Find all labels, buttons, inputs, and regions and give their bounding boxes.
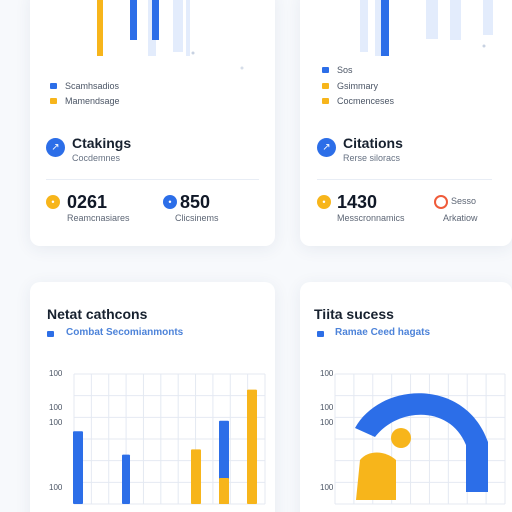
bar-chart: 100 100 100 100: [49, 369, 266, 505]
circle-metric-icon: •: [163, 195, 177, 209]
top-left-mini-chart: [97, 0, 244, 70]
legend-label: Mamendsage: [65, 96, 120, 106]
stats-card-left: Scamhsadios Mamendsage ↗ Ctakings Cocdem…: [30, 0, 275, 246]
card-divider: [46, 179, 259, 180]
legend-label: Gsimmary: [337, 81, 378, 91]
legend-label: Cocmenceses: [337, 96, 395, 106]
mini-bar: [426, 0, 438, 39]
top-right-mini-chart: [360, 0, 493, 56]
bar-mark: [122, 454, 130, 504]
y-axis-tick-label: 100: [320, 418, 334, 427]
donut-chart: 100 100 100 100: [320, 369, 506, 505]
legend-label: Sos: [337, 65, 353, 75]
chart-title: Netat cathcons: [47, 306, 148, 322]
legend-swatch-blue: [50, 83, 57, 89]
metric-label: Reamcnasiares: [67, 213, 130, 223]
metric-status: Sesso: [451, 196, 477, 206]
stats-card-right: Sos Gsimmary Cocmenceses ↗ Citations Rer…: [300, 0, 512, 246]
chart-subtitle: Ramae Ceed hagats: [335, 327, 431, 338]
donut-center-dot: [391, 428, 411, 448]
card-subtitle: Cocdemnes: [72, 153, 121, 163]
mini-bar: [360, 0, 368, 52]
bar-mark: [73, 431, 83, 504]
chart-bubble-icon: ↗: [46, 138, 65, 157]
bar-chart-card: Netat cathcons Combat Secomianmonts 100 1…: [30, 282, 275, 512]
legend-item: Sos: [322, 65, 353, 75]
mini-bar: [152, 0, 159, 40]
circle-metric-icon: •: [46, 195, 60, 209]
donut-chart-card: Tiita sucess Ramae Ceed hagats 100 100 100…: [300, 282, 512, 512]
mini-bar: [381, 0, 389, 56]
mini-bar: [97, 0, 103, 56]
chart-legend-swatch: [47, 331, 54, 337]
y-axis-tick-label: 100: [49, 418, 63, 427]
legend-label: Scamhsadios: [65, 81, 120, 91]
y-axis-tick-label: 100: [49, 369, 63, 378]
metric-label: Messcronnamics: [337, 213, 405, 223]
circle-metric-icon: •: [317, 195, 331, 209]
y-axis-tick-label: 100: [320, 369, 334, 378]
mini-dot: [240, 66, 244, 70]
y-axis-tick-label: 100: [49, 403, 63, 412]
metric-label: Clicsinems: [175, 213, 219, 223]
legend-item: Scamhsadios: [50, 81, 119, 91]
legend-swatch-blue: [322, 67, 329, 73]
legend-item: Mamendsage: [50, 96, 120, 106]
metric-value: 0261: [67, 192, 108, 212]
mini-bar: [186, 0, 190, 56]
metric-value: 850: [180, 192, 211, 212]
chart-legend-swatch: [317, 331, 324, 337]
mini-bar: [450, 0, 461, 40]
legend-swatch-yellow: [322, 83, 329, 89]
bar-mark: [247, 389, 257, 504]
mini-dot: [191, 51, 195, 55]
metric-value: 1430: [337, 192, 378, 212]
legend-swatch-yellow: [322, 98, 329, 104]
legend-item: Gsimmary: [322, 81, 378, 91]
outlined-circle-icon: [434, 195, 448, 209]
card-title: Citations: [343, 135, 403, 151]
card-title: Ctakings: [72, 135, 132, 151]
card-divider: [317, 179, 492, 180]
metric-label: Arkatiow: [443, 213, 478, 223]
y-axis-tick-label: 100: [49, 483, 63, 492]
card-subtitle: Rerse siloracs: [343, 153, 401, 163]
mini-bar: [483, 0, 493, 35]
legend-item: Cocmenceses: [322, 96, 394, 106]
legend-swatch-yellow: [50, 98, 57, 104]
donut-slice-yellow: [356, 452, 396, 500]
chart-subtitle: Combat Secomianmonts: [66, 327, 184, 338]
y-axis-tick-label: 100: [320, 483, 334, 492]
y-axis-tick-label: 100: [320, 403, 334, 412]
mini-bar: [130, 0, 137, 40]
mini-dot: [482, 44, 486, 48]
mini-bar: [173, 0, 183, 52]
chart-title: Tiita sucess: [314, 306, 394, 322]
chart-bubble-icon: ↗: [317, 138, 336, 157]
donut-slice-blue: [355, 393, 488, 492]
bar-mark: [191, 449, 201, 504]
bar-mark: [219, 478, 229, 504]
